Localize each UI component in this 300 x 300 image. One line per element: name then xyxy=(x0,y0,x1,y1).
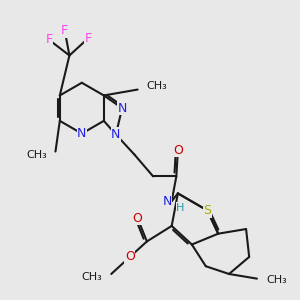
Text: N: N xyxy=(117,102,127,115)
Text: CH₃: CH₃ xyxy=(146,82,167,92)
Text: O: O xyxy=(133,212,142,225)
Text: N: N xyxy=(77,127,86,140)
Text: N: N xyxy=(111,128,121,141)
Text: F: F xyxy=(84,32,92,45)
Text: O: O xyxy=(125,250,135,263)
Text: CH₃: CH₃ xyxy=(266,275,287,285)
Text: O: O xyxy=(173,143,183,157)
Text: F: F xyxy=(61,24,68,37)
Text: CH₃: CH₃ xyxy=(26,150,47,160)
Text: CH₃: CH₃ xyxy=(82,272,103,282)
Text: H: H xyxy=(176,203,184,213)
Text: F: F xyxy=(46,34,53,46)
Text: N: N xyxy=(162,195,172,208)
Text: S: S xyxy=(203,204,211,217)
